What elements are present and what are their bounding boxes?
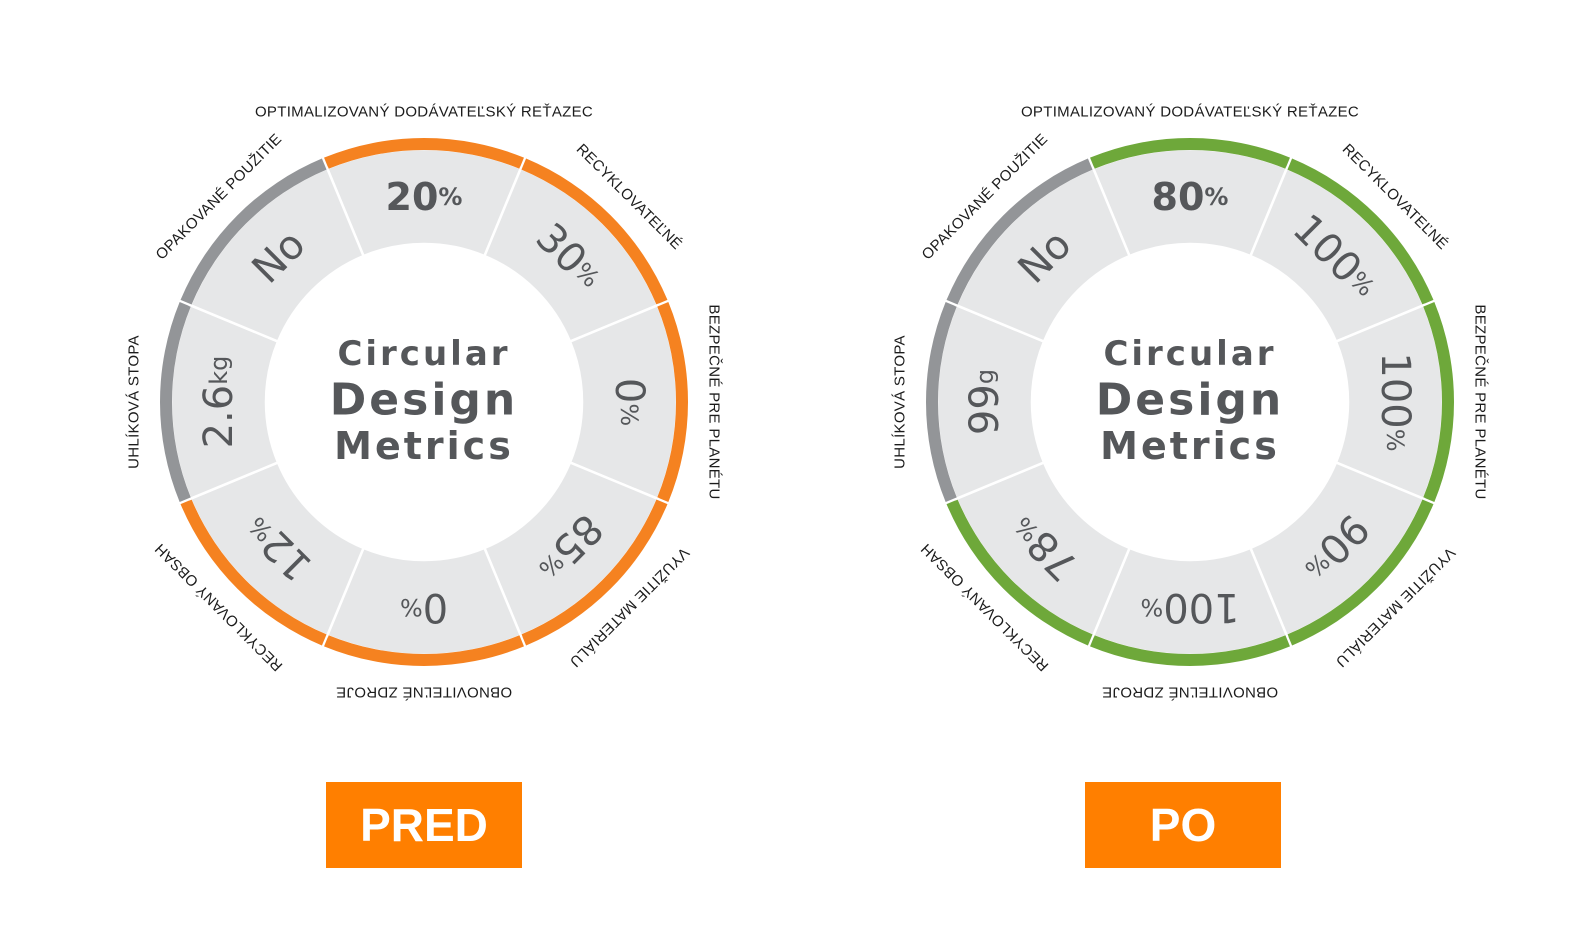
- label-obnovitelne-zdroje: OBNOVITEĽNÉ ZDROJE: [1102, 684, 1278, 701]
- center-title-line-3: Metrics: [334, 424, 514, 468]
- ring-arc-vyuzitie-materialu: [1287, 499, 1434, 646]
- ring-arc-optimalizovany-dodavatelsky-retazec: [1090, 137, 1290, 169]
- badge-po: PO: [1085, 782, 1281, 868]
- ring-arc-uhlikova-stopa: [160, 302, 191, 502]
- value-bezpecne-pre-planetu: 0%: [606, 378, 652, 426]
- label-bezpecne-pre-planetu: BEZPEČNÉ PRE PLANÉTU: [706, 304, 723, 499]
- circular-metrics-wheel-po: 80% OPTIMALIZOVANÝ DODÁVATEĽSKÝ REŤAZEC 10…: [892, 104, 1489, 701]
- center-title-line-1: Circular: [1103, 334, 1276, 374]
- ring-arc-opakovane-pouzitie: [180, 158, 327, 305]
- label-optimalizovany-dodavatelsky-retazec: OPTIMALIZOVANÝ DODÁVATEĽSKÝ REŤAZEC: [1021, 104, 1359, 121]
- value-bezpecne-pre-planetu: 100%: [1372, 352, 1418, 451]
- ring-arc-optimalizovany-dodavatelsky-retazec: [324, 138, 524, 169]
- center-title-line-1: Circular: [337, 334, 510, 374]
- label-obnovitelne-zdroje: OBNOVITEĽNÉ ZDROJE: [336, 684, 512, 701]
- ring-arc-opakovane-pouzitie: [946, 158, 1093, 305]
- label-uhlikova-stopa: UHLÍKOVÁ STOPA: [892, 335, 909, 469]
- center-disc: [268, 246, 580, 558]
- center-title-line-2: Design: [1096, 375, 1284, 426]
- label-uhlikova-stopa: UHLÍKOVÁ STOPA: [126, 335, 143, 469]
- value-optimalizovany-dodavatelsky-retazec: 80%: [1152, 175, 1229, 219]
- value-uhlikova-stopa: 99g: [962, 369, 1008, 435]
- value-obnovitelne-zdroje: 0%: [400, 584, 448, 630]
- center-title-line-3: Metrics: [1100, 424, 1280, 468]
- value-uhlikova-stopa: 2.6kg: [196, 356, 242, 449]
- center-disc: [1034, 246, 1346, 558]
- ring-arc-uhlikova-stopa: [926, 302, 957, 502]
- ring-arc-vyuzitie-materialu: [521, 499, 668, 646]
- ring-arc-recyklovany-obsah: [180, 499, 327, 646]
- ring-arc-recyklovany-obsah: [946, 499, 1093, 646]
- ring-arc-recyklovatelne: [1287, 158, 1434, 305]
- value-obnovitelne-zdroje: 100%: [1140, 584, 1239, 630]
- ring-arc-obnovitelne-zdroje: [1090, 635, 1290, 667]
- center-title-line-2: Design: [330, 375, 518, 426]
- badge-pred: PRED: [326, 782, 522, 868]
- circular-metrics-wheel-pred: 20%OPTIMALIZOVANÝ DODÁVATEĽSKÝ REŤAZEC30…: [126, 104, 723, 701]
- value-optimalizovany-dodavatelsky-retazec: 20%: [386, 175, 463, 219]
- ring-arc-recyklovatelne: [521, 158, 668, 305]
- label-optimalizovany-dodavatelsky-retazec: OPTIMALIZOVANÝ DODÁVATEĽSKÝ REŤAZEC: [255, 104, 593, 121]
- ring-arc-bezpecne-pre-planetu: [657, 302, 688, 502]
- label-bezpecne-pre-planetu: BEZPEČNÉ PRE PLANÉTU: [1472, 304, 1489, 499]
- ring-arc-bezpecne-pre-planetu: [1423, 302, 1454, 502]
- ring-arc-obnovitelne-zdroje: [324, 635, 524, 667]
